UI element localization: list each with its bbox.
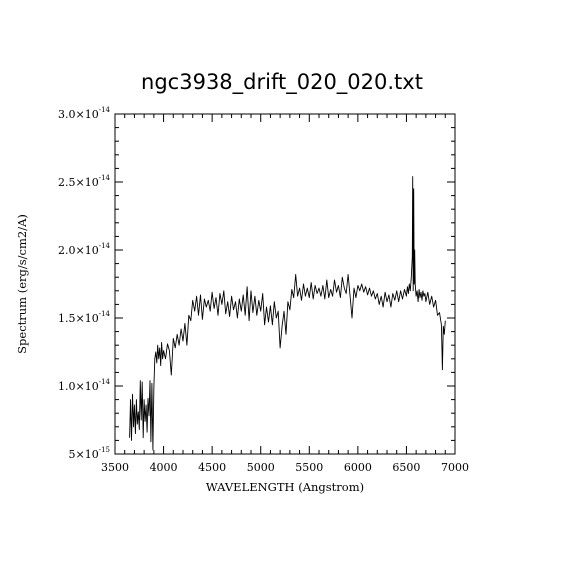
x-tick-label: 4000 — [150, 461, 178, 474]
chart-title: ngc3938_drift_020_020.txt — [141, 70, 423, 95]
y-tick-times: ×10 — [76, 380, 99, 393]
x-tick-label: 3500 — [101, 461, 129, 474]
y-tick-exponent: -14 — [99, 106, 111, 114]
x-tick-label: 6000 — [344, 461, 372, 474]
y-tick-label: 2.5×10-14 — [58, 174, 111, 189]
x-tick-label: 4500 — [198, 461, 226, 474]
plot-frame — [114, 113, 456, 455]
spectrum-line — [129, 176, 446, 451]
y-tick-mantissa: 2.5 — [58, 176, 76, 189]
y-tick-times: ×10 — [76, 176, 99, 189]
y-axis-label: Spectrum (erg/s/cm2/A) — [15, 214, 29, 354]
y-tick-label: 1.0×10-14 — [58, 378, 111, 393]
y-tick-exponent: -15 — [99, 446, 110, 454]
y-tick-label: 2.0×10-14 — [58, 242, 111, 257]
y-tick-label: 1.5×10-14 — [58, 310, 111, 325]
y-tick-mantissa: 3.0 — [58, 108, 76, 121]
y-tick-times: ×10 — [76, 448, 99, 461]
y-tick-exponent: -14 — [99, 174, 111, 182]
y-tick-times: ×10 — [76, 108, 99, 121]
y-tick-times: ×10 — [76, 244, 99, 257]
y-tick-exponent: -14 — [99, 242, 111, 250]
y-tick-mantissa: 1.0 — [58, 380, 76, 393]
y-tick-exponent: -14 — [99, 378, 111, 386]
y-tick-mantissa: 2.0 — [58, 244, 76, 257]
y-tick-mantissa: 5 — [69, 448, 76, 461]
y-tick-label: 3.0×10-14 — [58, 106, 111, 121]
x-tick-label: 5000 — [247, 461, 275, 474]
y-tick-exponent: -14 — [99, 310, 111, 318]
x-axis-label: WAVELENGTH (Angstrom) — [206, 480, 364, 494]
x-tick-label: 6500 — [392, 461, 420, 474]
y-tick-mantissa: 1.5 — [58, 312, 76, 325]
x-axis: 3500 4000 4500 5000 5500 6000 6500 7000 — [101, 114, 469, 474]
y-tick-label: 5×10-15 — [69, 446, 111, 461]
x-tick-label: 5500 — [295, 461, 323, 474]
x-tick-label: 7000 — [441, 461, 469, 474]
y-axis: 5×10-151.0×10-141.5×10-142.0×10-142.5×10… — [58, 106, 455, 461]
y-tick-times: ×10 — [76, 312, 99, 325]
